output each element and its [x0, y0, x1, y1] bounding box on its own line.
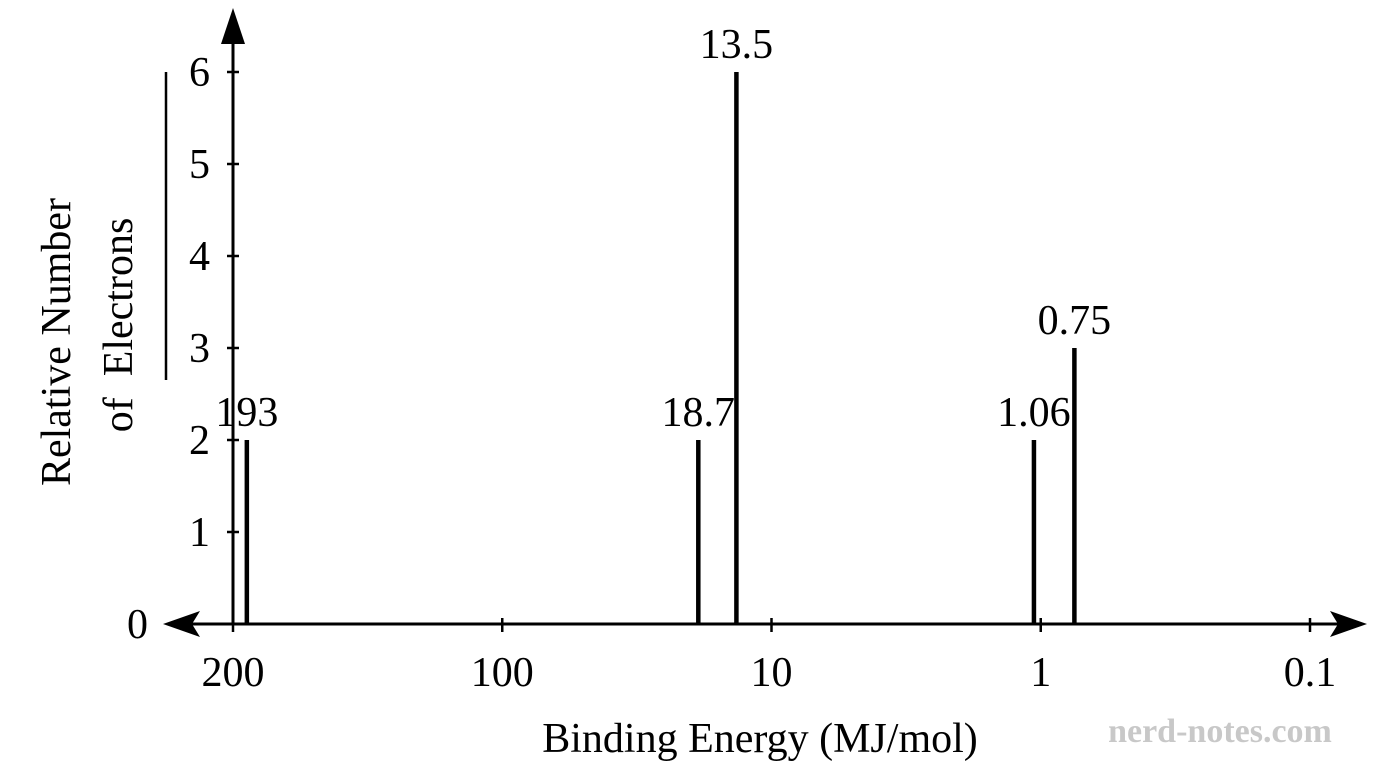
y-axis-arrow — [221, 8, 245, 44]
x-tick-label: 0.1 — [1284, 650, 1337, 696]
x-axis-right-arrow — [1330, 611, 1367, 637]
x-axis-left-arrow — [163, 611, 200, 637]
peak-label: 0.75 — [1038, 298, 1112, 344]
x-tick-label: 10 — [751, 650, 793, 696]
watermark: nerd-notes.com — [1108, 713, 1332, 750]
x-tick-label: 100 — [471, 650, 534, 696]
peak-label: 18.7 — [662, 390, 736, 436]
peak-label: 1.06 — [997, 390, 1071, 436]
y-axis-label: Relative Number — [34, 198, 80, 486]
peak-label: 193 — [215, 390, 278, 436]
y-axis-label: of Electrons — [96, 218, 142, 433]
peak-label: 13.5 — [700, 22, 774, 68]
y-tick-label: 2 — [189, 418, 210, 464]
y-tick-label: 5 — [189, 142, 210, 188]
y-tick-label: 4 — [189, 234, 210, 280]
x-tick-label: 1 — [1030, 650, 1051, 696]
x-axis-label: Binding Energy (MJ/mol) — [542, 716, 978, 762]
y-tick-label: 1 — [189, 510, 210, 556]
y-tick-label: 0 — [127, 602, 148, 648]
y-tick-label: 3 — [189, 326, 210, 372]
x-tick-label: 200 — [202, 650, 265, 696]
y-tick-label: 6 — [189, 50, 210, 96]
